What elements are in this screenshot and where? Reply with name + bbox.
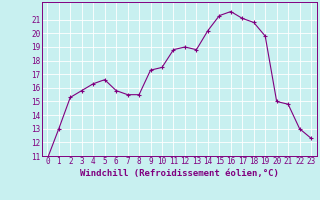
X-axis label: Windchill (Refroidissement éolien,°C): Windchill (Refroidissement éolien,°C) xyxy=(80,169,279,178)
